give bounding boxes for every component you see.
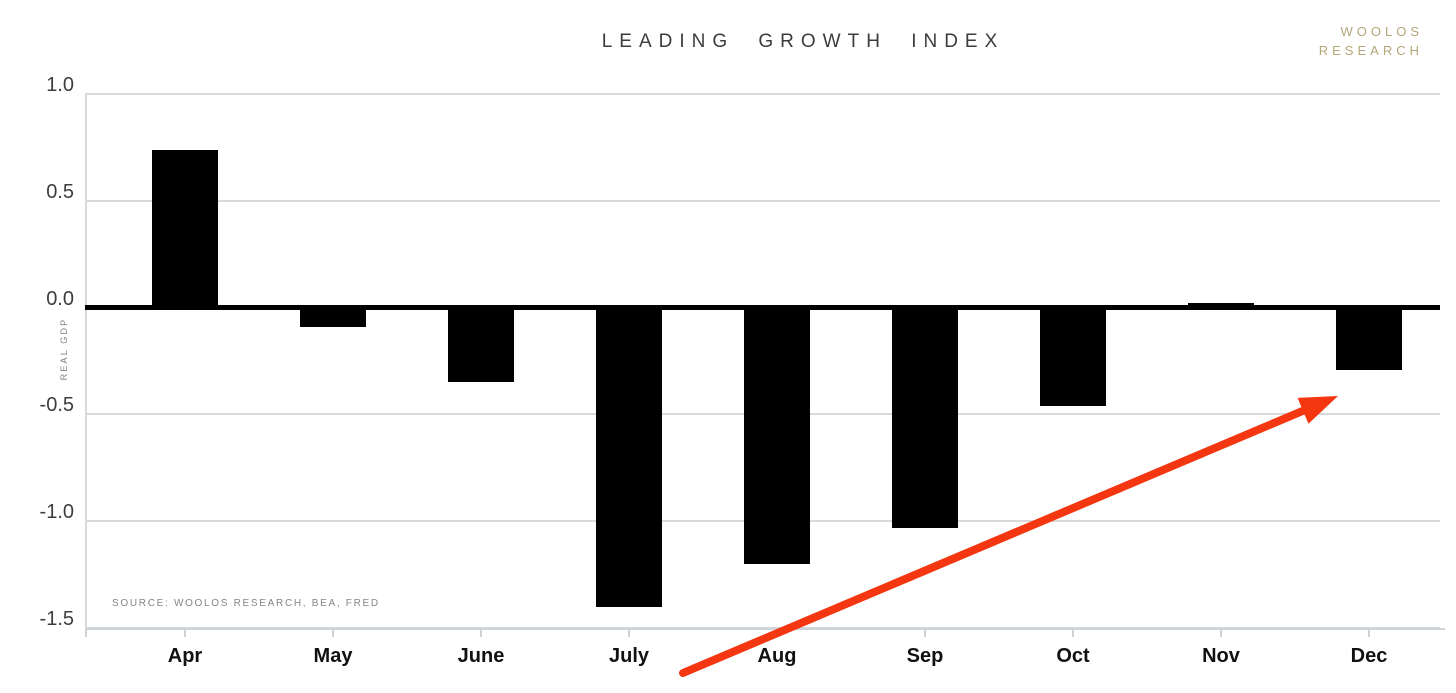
bar-may [300,307,366,327]
y-tick-label: 0.0 [46,287,74,310]
x-tick-label: Dec [1350,645,1388,667]
x-tick-label: June [457,645,505,667]
gridline [85,93,1440,95]
x-axis-tick [924,628,926,637]
x-axis-tick [776,628,778,637]
x-tick-label: Nov [1202,645,1240,667]
x-axis-tick [1368,628,1370,637]
gridline [85,199,1440,202]
brand-logo: WOOLOS RESEARCH [1319,22,1423,60]
chart-title: LEADING GROWTH INDEX [601,31,1005,52]
bar-oct [1040,307,1106,406]
bar-dec [1336,307,1402,370]
y-axis-line [85,94,87,628]
x-tick-label: Apr [167,645,203,667]
source-note: SOURCE: WOOLOS RESEARCH, BEA, FRED [112,598,380,609]
bar-aug [744,307,810,564]
x-tick-label: Oct [1056,645,1090,667]
zero-line [85,305,1440,311]
x-axis-tick [1072,628,1074,637]
y-tick-label: 1.0 [46,74,74,96]
y-tick-label: 0.5 [46,180,74,203]
x-axis-tick [628,628,630,637]
y-tick-label: -0.5 [39,394,74,417]
bar-july [596,307,662,607]
y-tick-label: -1.5 [39,608,74,630]
bar-sep [892,307,958,528]
x-axis-line [85,628,1445,630]
x-tick-label: July [608,645,650,667]
bar-apr [152,149,218,308]
x-tick-label: Aug [757,645,797,667]
brand-logo-line1: WOOLOS [1340,24,1423,39]
x-tick-label: Sep [906,645,944,667]
brand-logo-line2: RESEARCH [1318,43,1423,58]
x-axis-tick [1220,628,1222,637]
x-axis-tick [85,628,87,637]
x-axis-tick [184,628,186,637]
bar-june [448,307,514,383]
x-tick-label: May [313,645,353,667]
x-axis-tick [332,628,334,637]
x-axis-tick [480,628,482,637]
y-tick-label: -1.0 [39,501,74,524]
